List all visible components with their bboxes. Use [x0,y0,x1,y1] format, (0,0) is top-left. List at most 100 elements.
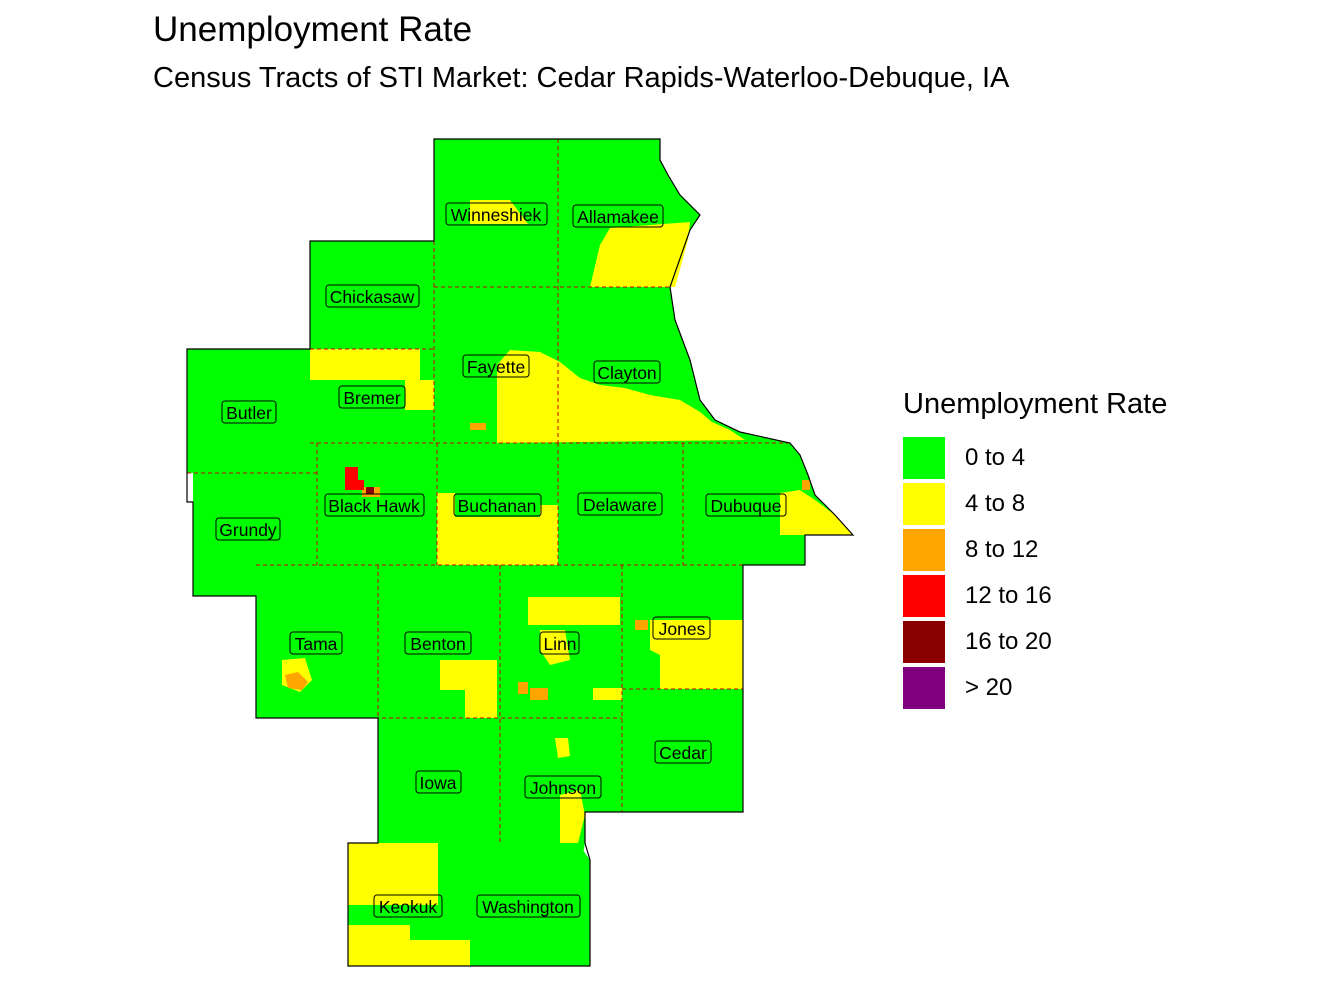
county-label-washington: Washington [476,894,581,918]
svg-text:Dubuque: Dubuque [710,496,781,516]
county-label-clayton: Clayton [593,360,661,384]
tract-winneshiek-north [470,200,528,224]
tract-benton-south [440,660,497,718]
region-johnson [500,718,622,870]
county-labels: Winneshiek Allamakee Chickasaw Fayette C… [215,202,787,918]
county-label-jones: Jones [652,616,711,640]
tract-linn-orange-2 [518,682,528,694]
region-iowa [378,718,500,843]
legend-item: > 20 [903,665,1167,711]
legend-item: 12 to 16 [903,573,1167,619]
county-label-grundy: Grundy [215,517,281,541]
legend-swatch [903,621,945,663]
tract-tama-orange [285,672,308,690]
county-label-black-hawk: Black Hawk [324,493,425,517]
tract-johnson-north [555,738,570,758]
county-label-johnson: Johnson [524,775,602,799]
svg-text:Benton: Benton [410,634,465,654]
map-title: Unemployment Rate [153,10,473,49]
region-cedar [622,689,743,812]
legend-item: 16 to 20 [903,619,1167,665]
legend-item: 0 to 4 [903,435,1167,481]
svg-text:Bremer: Bremer [343,388,401,408]
county-label-linn: Linn [539,631,580,655]
region-black-hawk [310,443,437,565]
region-washington [470,843,590,966]
svg-text:Iowa: Iowa [420,773,457,793]
legend-label: 12 to 16 [965,582,1052,609]
tract-linn-center [540,630,570,665]
tract-dubuque-east [780,490,853,535]
county-label-keokuk: Keokuk [373,894,443,918]
svg-text:Chickasaw: Chickasaw [330,287,415,307]
county-label-fayette: Fayette [462,354,530,378]
tracts-16-to-20 [366,487,374,494]
tract-fayette-orange [470,423,486,430]
tract-black-hawk-darkred [366,487,374,494]
tracts-4-to-8 [282,200,853,966]
tract-bremer-west [310,349,420,380]
legend-label: > 20 [965,674,1013,701]
county-label-butler: Butler [221,400,277,424]
svg-text:Clayton: Clayton [597,363,656,383]
legend-label: 16 to 20 [965,628,1052,655]
legend-swatch [903,575,945,617]
svg-text:Washington: Washington [482,897,574,917]
county-label-allamakee: Allamakee [572,204,664,228]
svg-text:Black Hawk: Black Hawk [328,496,420,516]
svg-text:Allamakee: Allamakee [577,207,659,227]
svg-text:Linn: Linn [543,634,576,654]
county-label-tama: Tama [289,631,343,655]
county-label-benton: Benton [404,631,472,655]
county-label-iowa: Iowa [415,770,462,794]
county-label-delaware: Delaware [577,492,663,516]
legend-swatch [903,667,945,709]
tract-jones [650,620,743,689]
legend-label: 8 to 12 [965,536,1039,563]
region-delaware [558,443,683,565]
county-label-dubuque: Dubuque [705,493,787,517]
svg-text:Tama: Tama [295,634,338,654]
tract-allamakee-east [590,222,690,287]
market-outline [186,138,855,967]
svg-text:Jones: Jones [659,619,706,639]
svg-text:Butler: Butler [226,403,272,423]
tracts-12-to-16 [345,467,364,490]
tract-linn-orange-1 [530,688,548,700]
legend-swatch [903,529,945,571]
svg-text:Keokuk: Keokuk [379,897,438,917]
legend-label: 4 to 8 [965,490,1026,517]
tract-jones-orange [635,620,648,630]
tract-keokuk-south [348,925,470,966]
tract-johnson-south [560,790,585,843]
tract-buchanan-south [437,493,558,565]
tract-bremer-east [405,380,434,410]
county-label-bremer: Bremer [338,385,406,409]
svg-text:Winneshiek: Winneshiek [451,205,542,225]
county-label-cedar: Cedar [654,740,712,764]
svg-text:Delaware: Delaware [583,495,657,515]
svg-text:Johnson: Johnson [530,778,596,798]
legend-swatch [903,483,945,525]
legend-title: Unemployment Rate [903,388,1168,420]
legend-item: 8 to 12 [903,527,1167,573]
tract-keokuk-west [348,843,438,905]
tract-dubuque-orange [802,480,810,490]
tract-linn-east [593,688,622,700]
tract-linn-north [528,597,620,625]
region-chickasaw [310,241,434,349]
legend-item: 4 to 8 [903,481,1167,527]
svg-text:Buchanan: Buchanan [458,496,537,516]
county-label-chickasaw: Chickasaw [325,284,420,308]
region-butler [187,349,310,473]
tract-fayette-clayton [497,350,745,443]
svg-text:Grundy: Grundy [219,520,277,540]
legend-swatch [903,437,945,479]
svg-text:Cedar: Cedar [659,743,707,763]
legend-label: 0 to 4 [965,444,1026,471]
county-label-buchanan: Buchanan [453,493,542,517]
map-subtitle: Census Tracts of STI Market: Cedar Rapid… [153,62,1010,94]
legend: Unemployment Rate 0 to 4 4 to 8 8 to 12 … [903,388,1167,711]
svg-text:Fayette: Fayette [467,357,525,377]
